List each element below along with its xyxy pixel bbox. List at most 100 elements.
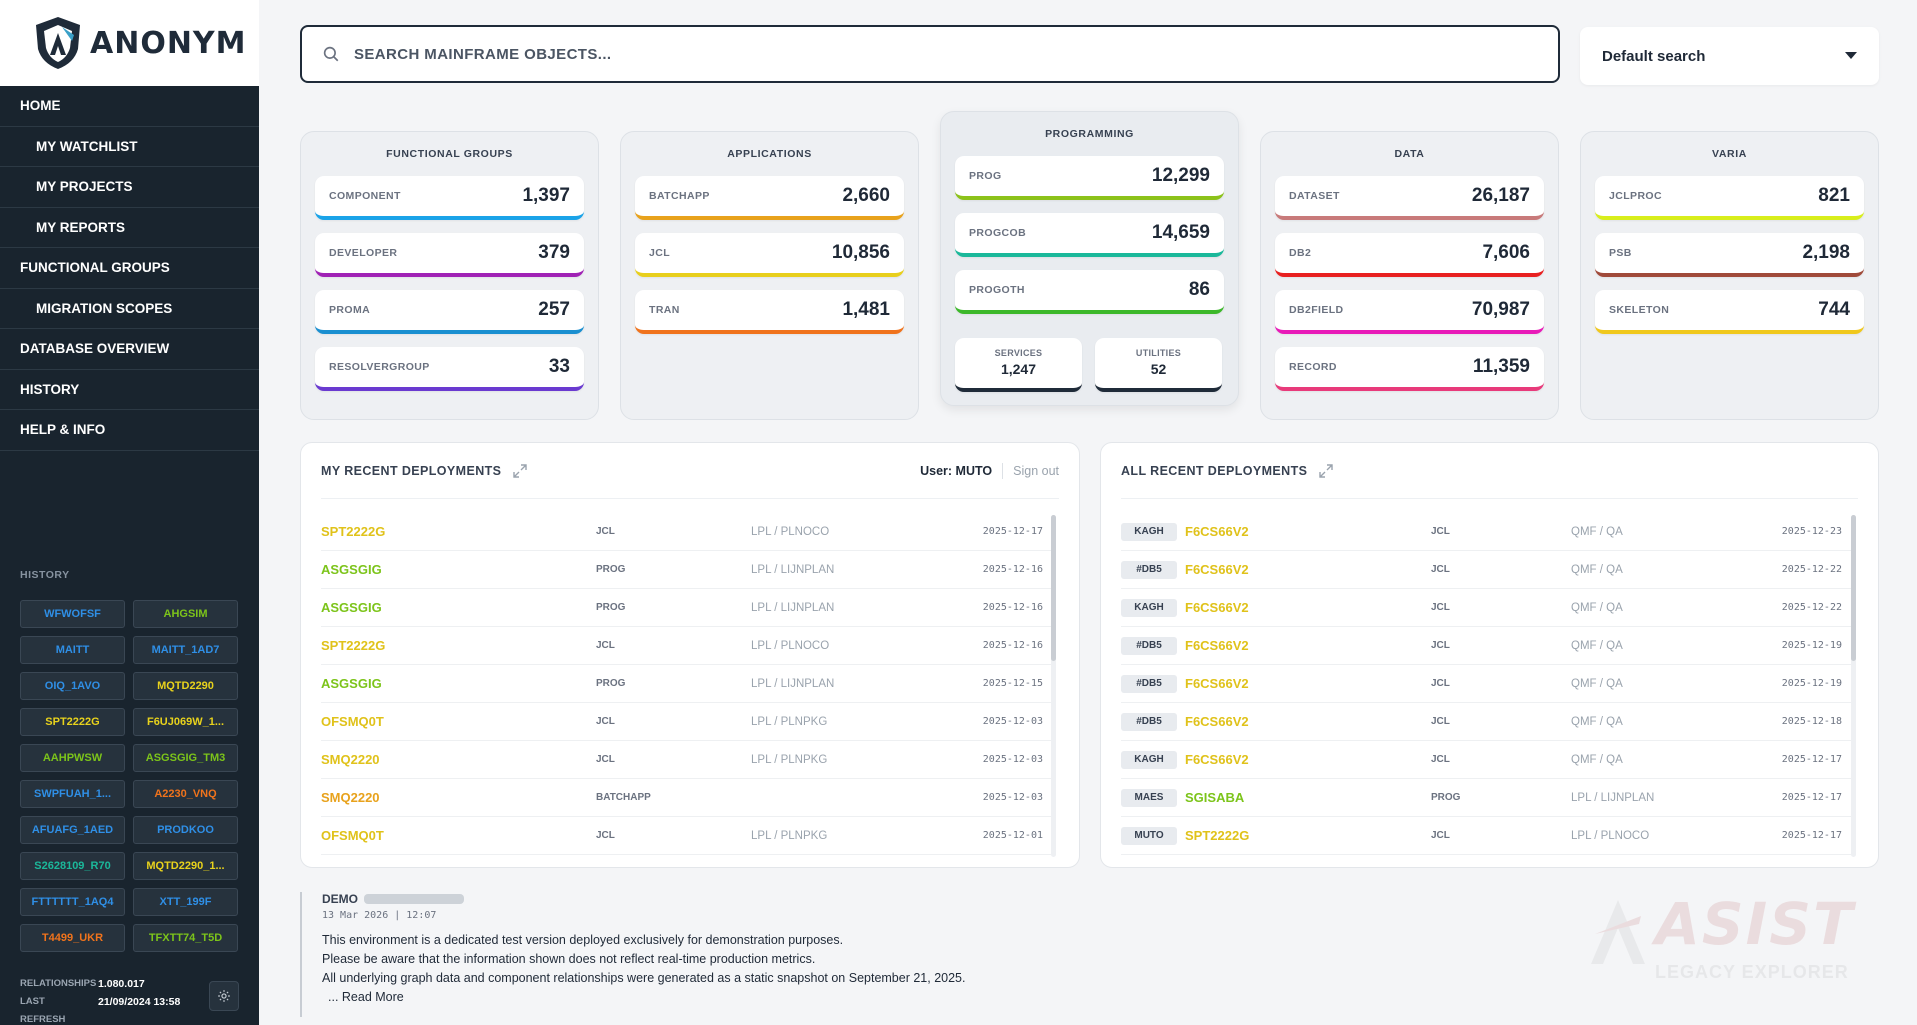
history-chip[interactable]: AHGSIM bbox=[133, 600, 238, 628]
current-user: User: MUTO bbox=[920, 463, 993, 478]
demo-body: This environment is a dedicated test ver… bbox=[322, 931, 1100, 988]
nav-item-my-reports[interactable]: MY REPORTS bbox=[0, 208, 259, 248]
history-chip[interactable]: MQTD2290_1... bbox=[133, 852, 238, 880]
scrollbar-thumb[interactable] bbox=[1051, 515, 1056, 661]
history-chip[interactable]: S2628109_R70 bbox=[20, 852, 125, 880]
history-chip[interactable]: A2230_VNQ bbox=[133, 780, 238, 808]
metric-utilities[interactable]: UTILITIES 52 bbox=[1095, 338, 1222, 392]
nav-item-my-projects[interactable]: MY PROJECTS bbox=[0, 167, 259, 208]
history-chip[interactable]: ASGSGIG_TM3 bbox=[133, 744, 238, 772]
history-chip[interactable]: T4499_UKR bbox=[20, 924, 125, 952]
metric-tran[interactable]: TRAN 1,481 bbox=[635, 290, 904, 334]
history-chip[interactable]: FTTTTTT_1AQ4 bbox=[20, 888, 125, 916]
metric-jclproc[interactable]: JCLPROC 821 bbox=[1595, 176, 1864, 220]
metric-db2field[interactable]: DB2FIELD 70,987 bbox=[1275, 290, 1544, 334]
nav-item-home[interactable]: HOME bbox=[0, 86, 259, 127]
metric-progoth[interactable]: PROGOTH 86 bbox=[955, 270, 1224, 314]
deployment-row[interactable]: MAES SGISABA PROG LPL / LIJNPLAN 2025-12-17 bbox=[1121, 779, 1854, 817]
deployment-row[interactable]: SPT2222G JCL LPL / PLNOCO 2025-12-17 bbox=[321, 513, 1055, 551]
deployment-name[interactable]: OFSMQ0T bbox=[321, 714, 384, 729]
metric-progcob[interactable]: PROGCOB 14,659 bbox=[955, 213, 1224, 257]
expand-icon[interactable] bbox=[1319, 463, 1334, 478]
deployment-row[interactable]: ASGSGIG PROG LPL / LIJNPLAN 2025-12-16 bbox=[321, 589, 1055, 627]
history-chip[interactable]: SWPFUAH_1... bbox=[20, 780, 125, 808]
deployment-name[interactable]: F6CS66V2 bbox=[1185, 524, 1249, 539]
metric-record[interactable]: RECORD 11,359 bbox=[1275, 347, 1544, 391]
metric-resolvergroup[interactable]: RESOLVERGROUP 33 bbox=[315, 347, 584, 391]
history-chip[interactable]: MAITT bbox=[20, 636, 125, 664]
history-chip[interactable]: AFUAFG_1AED bbox=[20, 816, 125, 844]
history-chip[interactable]: SPT2222G bbox=[20, 708, 125, 736]
deployment-row[interactable]: #DB5 F6CS66V2 JCL QMF / QA 2025-12-18 bbox=[1121, 703, 1854, 741]
deployment-row[interactable]: SPT2222G JCL LPL / PLNOCO 2025-12-16 bbox=[321, 627, 1055, 665]
read-more-link[interactable]: ... Read More bbox=[328, 990, 404, 1004]
history-chip[interactable]: AAHPWSW bbox=[20, 744, 125, 772]
deployment-name[interactable]: ASGSGIG bbox=[321, 676, 382, 691]
metric-proma[interactable]: PROMA 257 bbox=[315, 290, 584, 334]
sign-out-link[interactable]: Sign out bbox=[1013, 463, 1059, 478]
deployment-name[interactable]: F6CS66V2 bbox=[1185, 752, 1249, 767]
deployment-row[interactable]: #DB5 F6CS66V2 JCL QMF / QA 2025-12-19 bbox=[1121, 627, 1854, 665]
nav-item-history[interactable]: HISTORY bbox=[0, 370, 259, 410]
deployment-name[interactable]: SPT2222G bbox=[321, 638, 386, 653]
deployment-row[interactable]: ASGSGIG PROG LPL / LIJNPLAN 2025-12-15 bbox=[321, 665, 1055, 703]
history-chip[interactable]: OIQ_1AVO bbox=[20, 672, 125, 700]
metric-jcl[interactable]: JCL 10,856 bbox=[635, 233, 904, 277]
deployment-name[interactable]: SMQ2220 bbox=[321, 790, 380, 805]
deployment-name[interactable]: F6CS66V2 bbox=[1185, 600, 1249, 615]
history-chip[interactable]: TFXTT74_T5D bbox=[133, 924, 238, 952]
deployment-name[interactable]: F6CS66V2 bbox=[1185, 676, 1249, 691]
deployment-row[interactable]: KAGH F6CS66V2 JCL QMF / QA 2025-12-22 bbox=[1121, 589, 1854, 627]
scrollbar-thumb[interactable] bbox=[1851, 515, 1856, 661]
deployment-name[interactable]: F6CS66V2 bbox=[1185, 562, 1249, 577]
nav-item-help-info[interactable]: HELP & INFO bbox=[0, 410, 259, 451]
history-chip[interactable]: PRODKOO bbox=[133, 816, 238, 844]
history-chip[interactable]: XTT_199F bbox=[133, 888, 238, 916]
metric-db2[interactable]: DB2 7,606 bbox=[1275, 233, 1544, 277]
history-chip[interactable]: WFWOFSF bbox=[20, 600, 125, 628]
search-mode-select[interactable]: Default search bbox=[1580, 27, 1879, 85]
expand-icon[interactable] bbox=[513, 463, 528, 478]
scrollbar[interactable] bbox=[1051, 515, 1056, 857]
deployment-name[interactable]: SPT2222G bbox=[1185, 828, 1250, 843]
deployment-row[interactable]: KAGH F6CS66V2 JCL QMF / QA 2025-12-23 bbox=[1121, 513, 1854, 551]
deployment-row[interactable]: MUTO SPT2222G JCL LPL / PLNOCO 2025-12-17 bbox=[1121, 817, 1854, 855]
deployment-name[interactable]: SPT2222G bbox=[321, 524, 386, 539]
metric-batchapp[interactable]: BATCHAPP 2,660 bbox=[635, 176, 904, 220]
search-bar[interactable] bbox=[300, 25, 1560, 83]
deployment-row[interactable]: ASGSGIG PROG LPL / LIJNPLAN 2025-12-16 bbox=[321, 551, 1055, 589]
nav-item-migration-scopes[interactable]: MIGRATION SCOPES bbox=[0, 289, 259, 329]
deployment-row[interactable]: KAGH F6CS66V2 JCL QMF / QA 2025-12-17 bbox=[1121, 741, 1854, 779]
deployment-name[interactable]: ASGSGIG bbox=[321, 600, 382, 615]
deployment-name[interactable]: OFSMQ0T bbox=[321, 828, 384, 843]
deployment-name[interactable]: SMQ2220 bbox=[321, 752, 380, 767]
deployment-row[interactable]: OFSMQ0T JCL LPL / PLNPKG 2025-12-03 bbox=[321, 703, 1055, 741]
metric-prog[interactable]: PROG 12,299 bbox=[955, 156, 1224, 200]
history-chip[interactable]: F6UJ069W_1... bbox=[133, 708, 238, 736]
metric-dataset[interactable]: DATASET 26,187 bbox=[1275, 176, 1544, 220]
deployment-row[interactable]: #DB5 F6CS66V2 JCL QMF / QA 2025-12-19 bbox=[1121, 665, 1854, 703]
deployment-name[interactable]: ASGSGIG bbox=[321, 562, 382, 577]
deployment-row[interactable]: SMQ2220 JCL LPL / PLNPKG 2025-12-03 bbox=[321, 741, 1055, 779]
history-chip[interactable]: MQTD2290 bbox=[133, 672, 238, 700]
metric-skeleton[interactable]: SKELETON 744 bbox=[1595, 290, 1864, 334]
deployment-name[interactable]: F6CS66V2 bbox=[1185, 638, 1249, 653]
search-input[interactable] bbox=[354, 45, 1504, 63]
metric-developer[interactable]: DEVELOPER 379 bbox=[315, 233, 584, 277]
nav-item-functional-groups[interactable]: FUNCTIONAL GROUPS bbox=[0, 248, 259, 289]
deployment-row[interactable]: SMQ2220 BATCHAPP 2025-12-03 bbox=[321, 779, 1055, 817]
logo[interactable]: ANONYM bbox=[0, 0, 259, 86]
deployment-row[interactable]: #DB5 F6CS66V2 JCL QMF / QA 2025-12-22 bbox=[1121, 551, 1854, 589]
deployment-type: JCL bbox=[1431, 602, 1450, 613]
history-chip[interactable]: MAITT_1AD7 bbox=[133, 636, 238, 664]
nav-item-database-overview[interactable]: DATABASE OVERVIEW bbox=[0, 329, 259, 370]
settings-button[interactable] bbox=[209, 981, 239, 1011]
deployment-row[interactable]: OFSMQ0T JCL LPL / PLNPKG 2025-12-01 bbox=[321, 817, 1055, 855]
metric-psb[interactable]: PSB 2,198 bbox=[1595, 233, 1864, 277]
deployment-name[interactable]: SGISABA bbox=[1185, 790, 1245, 805]
deployment-name[interactable]: F6CS66V2 bbox=[1185, 714, 1249, 729]
metric-services[interactable]: SERVICES 1,247 bbox=[955, 338, 1082, 392]
metric-component[interactable]: COMPONENT 1,397 bbox=[315, 176, 584, 220]
nav-item-my-watchlist[interactable]: MY WATCHLIST bbox=[0, 127, 259, 167]
scrollbar[interactable] bbox=[1851, 515, 1856, 857]
